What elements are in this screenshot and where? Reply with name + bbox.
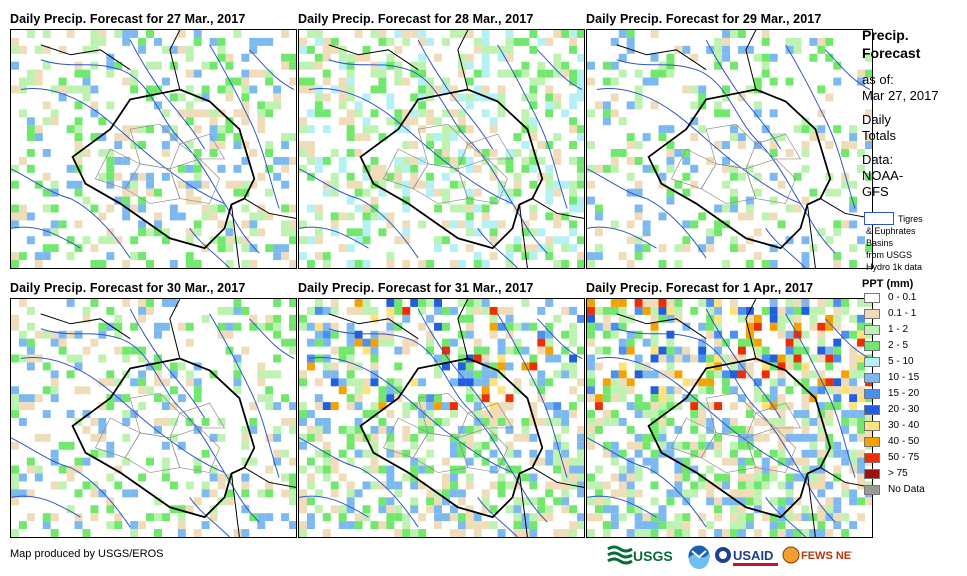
border-layer (328, 30, 584, 268)
ppt-legend-title: PPT (mm) (862, 278, 914, 290)
precip-layer (587, 299, 872, 537)
basin-swatch (864, 212, 894, 225)
usaid-logo: USAID (714, 543, 780, 569)
forecast-map (10, 29, 297, 269)
ppt-label: 15 - 20 (888, 388, 920, 399)
ppt-legend-item: 0 - 0.1 (862, 290, 962, 306)
river-layer (587, 39, 871, 268)
ppt-legend-item: 2 - 5 (862, 338, 962, 354)
ppt-swatch (864, 469, 880, 479)
precip-layer (299, 30, 584, 268)
ppt-legend-item: 20 - 30 (862, 402, 962, 418)
legend-title: Precip. Forecast (862, 27, 921, 61)
svg-text:FEWS NET: FEWS NET (801, 550, 852, 562)
panel-title: Daily Precip. Forecast for 29 Mar., 2017 (586, 12, 822, 26)
ppt-swatch (864, 421, 880, 431)
forecast-panel-mar29: Daily Precip. Forecast for 29 Mar., 2017 (586, 12, 873, 269)
ppt-label: 1 - 2 (888, 324, 909, 335)
precip-layer (11, 299, 296, 537)
legend-basin-key: Tigres & Euphrates Basins from USGS Hydr… (864, 212, 923, 272)
fewsnet-logo: FEWS NET (782, 543, 858, 569)
ppt-legend-item: 40 - 50 (862, 434, 962, 450)
map-svg (11, 30, 296, 268)
ppt-swatch (864, 405, 880, 415)
precip-layer (11, 30, 296, 268)
ppt-swatch (864, 309, 880, 319)
ppt-label: 0 - 0.1 (888, 292, 917, 303)
svg-text:USAID: USAID (733, 548, 773, 563)
forecast-map (298, 298, 585, 538)
forecast-map (10, 298, 297, 538)
agency-logos: USGS USAID FEWS NET (606, 543, 858, 569)
forecast-panel-mar28: Daily Precip. Forecast for 28 Mar., 2017 (298, 12, 585, 269)
precip-layer (587, 30, 872, 268)
legend: Precip. Forecast as of: Mar 27, 2017 Dai… (862, 26, 962, 498)
ppt-swatch (864, 437, 880, 447)
ppt-label: 10 - 15 (888, 372, 920, 383)
forecast-panel-mar27: Daily Precip. Forecast for 27 Mar., 2017 (10, 12, 297, 269)
ppt-label: 20 - 30 (888, 404, 920, 415)
forecast-map (298, 29, 585, 269)
ppt-legend-item: 1 - 2 (862, 322, 962, 338)
panel-title: Daily Precip. Forecast for 31 Mar., 2017 (298, 281, 534, 295)
ppt-swatch (864, 357, 880, 367)
forecast-panel-mar31: Daily Precip. Forecast for 31 Mar., 2017 (298, 281, 585, 538)
ppt-legend-item: 50 - 75 (862, 450, 962, 466)
forecast-map (586, 298, 873, 538)
usgs-logo: USGS (606, 543, 684, 569)
ppt-legend-list: 0 - 0.1 0.1 - 1 1 - 2 2 - 5 5 - 10 10 - 15 15 … (862, 290, 962, 498)
ppt-label: 40 - 50 (888, 436, 920, 447)
ppt-swatch (864, 341, 880, 351)
map-credit: Map produced by USGS/EROS (10, 548, 164, 560)
ppt-swatch (864, 373, 880, 383)
noaa-logo (686, 543, 712, 569)
svg-text:USGS: USGS (633, 548, 673, 564)
panel-title: Daily Precip. Forecast for 1 Apr., 2017 (586, 281, 814, 295)
ppt-legend-item: 5 - 10 (862, 354, 962, 370)
forecast-map (586, 29, 873, 269)
panel-title: Daily Precip. Forecast for 27 Mar., 2017 (10, 12, 246, 26)
legend-asof: as of: Mar 27, 2017 (862, 72, 939, 103)
border-layer (616, 30, 872, 268)
map-svg (299, 299, 584, 537)
ppt-swatch (864, 389, 880, 399)
ppt-legend-item: 10 - 15 (862, 370, 962, 386)
ppt-label: 50 - 75 (888, 452, 920, 463)
ppt-swatch (864, 453, 880, 463)
map-svg (299, 30, 584, 268)
panel-title: Daily Precip. Forecast for 30 Mar., 2017 (10, 281, 246, 295)
ppt-label: 0.1 - 1 (888, 308, 917, 319)
border-layer (328, 299, 584, 537)
map-svg (587, 30, 872, 268)
precip-layer (299, 299, 584, 537)
legend-daily-totals: Daily Totals (862, 112, 896, 143)
ppt-label: 2 - 5 (888, 340, 909, 351)
ppt-swatch (864, 293, 880, 303)
ppt-label: 5 - 10 (888, 356, 914, 367)
ppt-swatch (864, 485, 880, 495)
ppt-legend-item: 30 - 40 (862, 418, 962, 434)
ppt-legend-item: 15 - 20 (862, 386, 962, 402)
ppt-label: > 75 (888, 468, 908, 479)
river-layer (587, 308, 871, 537)
map-svg (587, 299, 872, 537)
border-layer (40, 299, 296, 537)
ppt-legend-item: No Data (862, 482, 962, 498)
legend-data-source: Data: NOAA- GFS (862, 152, 904, 199)
ppt-label: 30 - 40 (888, 420, 920, 431)
ppt-legend-item: 0.1 - 1 (862, 306, 962, 322)
ppt-legend-item: > 75 (862, 466, 962, 482)
river-layer (11, 308, 295, 537)
border-layer (40, 30, 296, 268)
ppt-label: No Data (888, 484, 925, 495)
panel-title: Daily Precip. Forecast for 28 Mar., 2017 (298, 12, 534, 26)
map-svg (11, 299, 296, 537)
forecast-panel-apr1: Daily Precip. Forecast for 1 Apr., 2017 (586, 281, 873, 538)
border-layer (616, 299, 872, 537)
ppt-swatch (864, 325, 880, 335)
forecast-panel-mar30: Daily Precip. Forecast for 30 Mar., 2017 (10, 281, 297, 538)
